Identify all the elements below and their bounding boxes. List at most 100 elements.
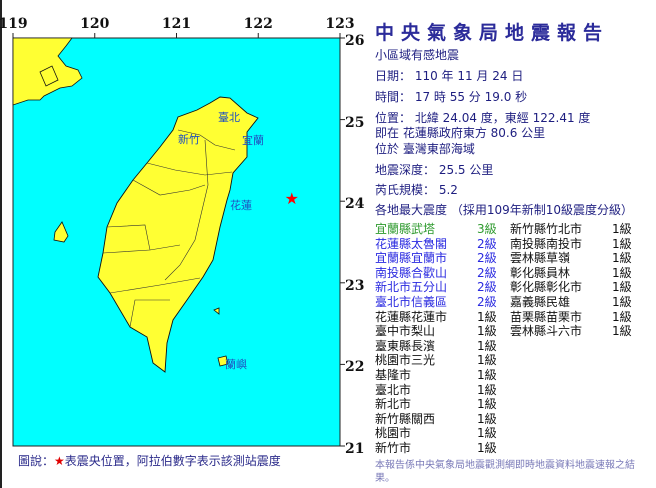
station-name: 花蓮縣花蓮市: [375, 309, 448, 324]
county-borders: [102, 129, 236, 328]
station-row: 宜蘭縣武塔 3級: [375, 220, 497, 236]
lat-tick-label: 26: [345, 33, 365, 49]
taiwan-island: [97, 96, 259, 373]
station-name: 臺中市梨山: [375, 324, 436, 339]
lanyu-island: [217, 355, 229, 367]
lat-tick-label: 24: [345, 196, 365, 213]
station-level: 1級: [612, 280, 632, 295]
station-name: 花蓮縣太魯閣: [375, 236, 448, 251]
station-level: 1級: [612, 324, 632, 339]
station-row: 桃園市 1級: [375, 424, 497, 441]
station-level: 1級: [477, 368, 497, 382]
lat-tick-label: 23: [345, 277, 365, 294]
report-title: 中央氣象局地震報告: [375, 22, 610, 44]
station-row: 花蓮縣花蓮市 1級: [375, 308, 497, 324]
station-row: 新竹縣關西 1級: [375, 410, 497, 426]
station-level: 1級: [612, 222, 632, 236]
epicenter-star-icon: ★: [285, 189, 299, 208]
station-level: 1級: [477, 397, 497, 412]
place-label-hsinchu: 新竹: [178, 132, 200, 146]
station-row: 新北市五分山 2級: [375, 278, 497, 294]
station-name: 臺東縣長濱: [375, 338, 436, 353]
page-border: [0, 0, 2, 488]
station-row: 臺中市梨山 1級: [375, 322, 497, 339]
station-row: 臺東縣長濱 1級: [375, 337, 497, 353]
station-name: 雲林縣斗六市: [510, 324, 583, 339]
station-level: 1級: [477, 309, 497, 324]
station-row: 臺北市 1級: [375, 381, 497, 397]
station-row: 嘉義縣民雄 1級: [510, 293, 632, 309]
station-name: 新竹縣竹北市: [510, 222, 583, 236]
lat-tick-label: 25: [345, 114, 365, 131]
station-level: 1級: [477, 353, 497, 368]
report-relative-location: 即在 花蓮縣政府東方 80.6 公里: [375, 126, 546, 140]
report-location: 位置： 北緯 24.04 度，東經 122.41 度: [375, 111, 591, 125]
station-row: 雲林縣斗六市 1級: [510, 322, 632, 339]
place-label-lanyu: 蘭嶼: [225, 357, 247, 371]
station-row: 彰化縣員林 1級: [510, 264, 632, 280]
station-name: 基隆市: [375, 368, 412, 382]
report-depth: 地震深度： 25.5 公里: [375, 163, 494, 177]
station-name: 新竹市: [375, 441, 412, 455]
station-name: 雲林縣草嶺: [510, 251, 571, 266]
place-label-hualien: 花蓮: [230, 198, 252, 212]
station-name: 宜蘭縣武塔: [375, 222, 436, 236]
station-row: 臺北市信義區 2級: [375, 293, 497, 309]
lon-tick-label: 123: [325, 16, 355, 32]
map-ticks: [12, 33, 345, 447]
green-island: [213, 307, 220, 315]
station-level: 1級: [477, 382, 497, 397]
report-footnote: 本報告係中央氣象局地震觀測網即時地震資料地震速報之結果。: [375, 460, 635, 484]
station-row: 新竹縣竹北市 1級: [510, 220, 632, 236]
map-legend: 圖說：★表震央位置，阿拉伯數字表示該測站震度: [18, 452, 281, 469]
report-time: 時間： 17 時 55 分 19.0 秒: [375, 90, 528, 104]
station-row: 南投縣南投市 1級: [510, 235, 632, 251]
station-level: 1級: [612, 236, 632, 251]
station-row: 新竹市 1級: [375, 439, 497, 455]
station-row: 雲林縣草嶺 1級: [510, 249, 632, 266]
station-level: 1級: [477, 411, 497, 426]
station-level: 2級: [477, 295, 497, 309]
station-level: 3級: [477, 222, 497, 236]
station-name: 臺北市: [375, 382, 412, 397]
station-level: 2級: [477, 251, 497, 266]
station-name: 宜蘭縣宜蘭市: [375, 251, 448, 266]
station-row: 桃園市三光 1級: [375, 351, 497, 368]
station-level: 1級: [477, 441, 497, 455]
station-row: 南投縣合歡山 2級: [375, 264, 497, 280]
station-name: 彰化縣彰化市: [510, 280, 583, 295]
lat-tick-label: 22: [345, 359, 365, 376]
station-row: 新北市 1級: [375, 395, 497, 412]
station-name: 嘉義縣民雄: [510, 295, 571, 309]
legend-text: 表震央位置，阿拉伯數字表示該測站震度: [64, 454, 281, 468]
station-name: 新北市: [375, 397, 412, 412]
station-name: 新竹縣關西: [375, 411, 436, 426]
intensity-header: 各地最大震度 （採用109年新制10級震度分級）: [375, 203, 633, 217]
station-row: 宜蘭縣宜蘭市 2級: [375, 249, 497, 266]
place-label-yilan: 宜蘭: [242, 133, 264, 147]
station-name: 南投縣南投市: [510, 236, 583, 251]
station-level: 1級: [477, 426, 497, 441]
station-level: 1級: [477, 338, 497, 353]
report-region: 位於 臺灣東部海域: [375, 142, 475, 156]
station-level: 2級: [477, 265, 497, 280]
station-name: 桃園市三光: [375, 353, 436, 368]
legend-prefix: 圖說：: [18, 454, 55, 468]
report-date: 日期： 110 年 11 月 24 日: [375, 69, 524, 83]
penghu-islands: [53, 221, 69, 243]
station-row: 花蓮縣太魯閣 2級: [375, 235, 497, 251]
station-level: 2級: [477, 236, 497, 251]
station-row: 苗栗縣苗栗市 1級: [510, 308, 632, 324]
station-level: 1級: [612, 295, 632, 309]
lon-tick-label: 122: [243, 16, 273, 32]
station-level: 1級: [612, 265, 632, 280]
legend-star-icon: ★: [54, 454, 65, 468]
report-magnitude: 芮氏規模： 5.2: [375, 183, 458, 197]
place-label-taipei: 臺北: [218, 110, 240, 124]
report-type: 小區域有感地震: [375, 48, 460, 62]
lon-tick-label: 121: [161, 16, 192, 32]
station-row: 彰化縣彰化市 1級: [510, 278, 632, 295]
kinmen-island: [39, 65, 59, 87]
station-name: 彰化縣員林: [510, 265, 571, 280]
